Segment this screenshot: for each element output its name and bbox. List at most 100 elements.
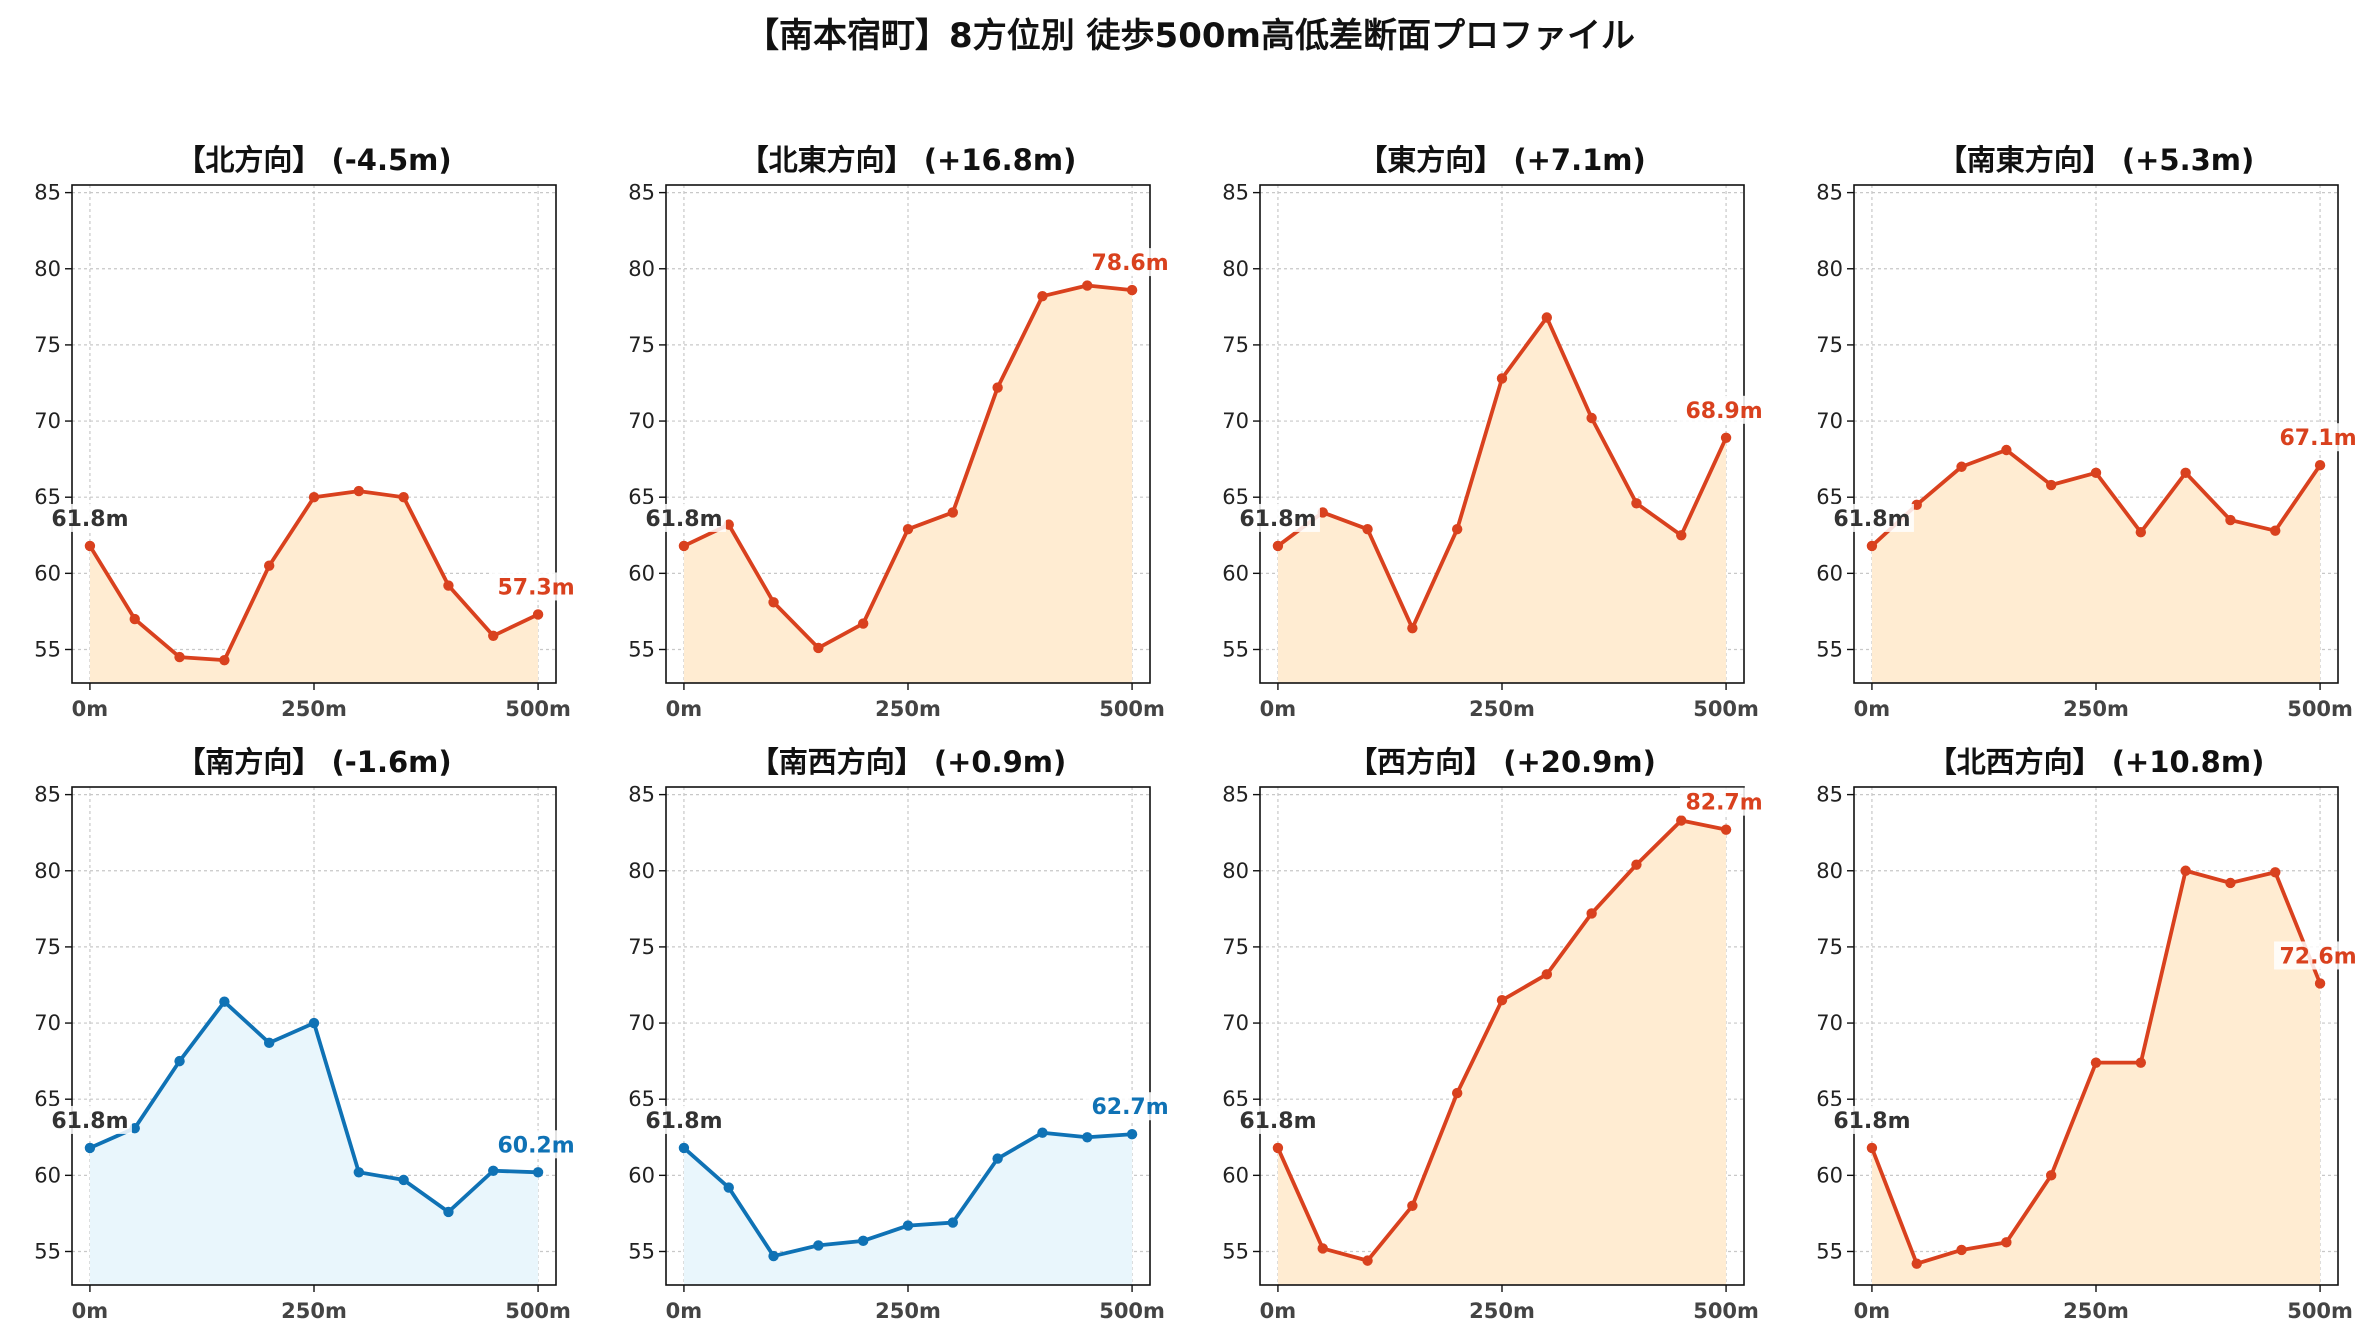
panel-title: 【西方向】 (+20.9m)	[1348, 745, 1656, 779]
y-tick-label: 80	[1222, 257, 1249, 281]
x-tick-label: 500m	[2287, 1299, 2353, 1323]
area-fill	[683, 285, 1133, 683]
data-point	[488, 630, 499, 641]
data-point	[723, 519, 734, 530]
data-point	[2135, 1057, 2147, 1068]
x-tick-label: 0m	[666, 697, 703, 721]
end-label: 57.3m	[497, 575, 574, 600]
start-label-bg	[1829, 1105, 1914, 1134]
data-point	[1362, 523, 1373, 535]
y-tick-label: 70	[628, 1011, 655, 1035]
data-point	[1451, 1087, 1463, 1099]
end-label: 68.9m	[1685, 399, 1762, 424]
y-tick-label: 80	[628, 859, 655, 883]
data-point	[2225, 877, 2236, 889]
y-tick-label: 55	[1222, 637, 1249, 661]
start-label-bg	[47, 503, 132, 532]
start-label: 61.8m	[645, 1109, 722, 1134]
x-tick-label: 250m	[281, 1299, 347, 1323]
y-tick-label: 55	[1816, 1239, 1843, 1263]
data-point	[1037, 290, 1048, 302]
data-point	[443, 580, 454, 591]
data-point	[1496, 373, 1508, 384]
y-tick-label: 85	[1816, 783, 1843, 807]
area-fill	[683, 1132, 1133, 1285]
data-point	[2314, 460, 2326, 471]
y-tick-label: 80	[1816, 257, 1843, 281]
x-tick-label: 500m	[1099, 1299, 1165, 1323]
data-point	[902, 523, 914, 535]
data-point	[1676, 530, 1687, 541]
y-tick-label: 85	[1222, 181, 1249, 205]
data-point	[947, 1217, 959, 1228]
y-tick-label: 60	[34, 561, 61, 585]
data-point	[723, 1182, 734, 1193]
y-tick-label: 70	[1222, 1011, 1249, 1035]
data-point	[1676, 815, 1687, 826]
data-point	[678, 1142, 690, 1154]
y-tick-label: 55	[1816, 637, 1843, 661]
x-tick-label: 250m	[281, 697, 347, 721]
y-tick-label: 75	[1816, 935, 1843, 959]
end-label: 72.6m	[2279, 944, 2356, 969]
data-point	[1911, 1258, 1922, 1269]
data-point	[1956, 1244, 1967, 1256]
y-tick-label: 85	[34, 783, 61, 807]
y-tick-label: 70	[1816, 409, 1843, 433]
data-point	[219, 654, 230, 666]
data-point	[1866, 540, 1878, 552]
y-tick-label: 80	[628, 257, 655, 281]
panel-title: 【北西方向】 (+10.8m)	[1927, 745, 2265, 779]
data-point	[2045, 1170, 2057, 1181]
data-point	[84, 540, 96, 552]
data-point	[353, 485, 365, 497]
data-point	[992, 1153, 1003, 1164]
panel-title: 【南東方向】 (+5.3m)	[1937, 143, 2255, 177]
y-tick-label: 75	[1222, 333, 1249, 357]
x-tick-label: 0m	[666, 1299, 703, 1323]
end-label: 78.6m	[1091, 251, 1168, 276]
data-point	[947, 507, 959, 518]
panel-title: 【東方向】 (+7.1m)	[1358, 143, 1646, 177]
data-point	[768, 1250, 779, 1262]
data-point	[1866, 1142, 1878, 1154]
panel-title: 【北方向】 (-4.5m)	[176, 143, 452, 177]
data-point	[1407, 1200, 1418, 1212]
start-label: 61.8m	[51, 507, 128, 532]
data-point	[1126, 1129, 1138, 1140]
x-tick-label: 250m	[875, 697, 941, 721]
y-tick-label: 85	[628, 783, 655, 807]
y-tick-label: 55	[34, 1239, 61, 1263]
y-tick-label: 70	[1222, 409, 1249, 433]
data-point	[532, 609, 544, 620]
data-point	[1911, 499, 1922, 511]
y-tick-label: 80	[34, 257, 61, 281]
x-tick-label: 0m	[72, 697, 109, 721]
data-point	[1631, 498, 1642, 509]
end-label-bg	[1680, 395, 1769, 424]
area-fill	[1871, 449, 2321, 683]
end-label-bg	[1086, 248, 1175, 277]
data-point	[1407, 622, 1418, 634]
y-tick-label: 85	[1816, 181, 1843, 205]
y-tick-label: 85	[34, 181, 61, 205]
data-point	[678, 540, 690, 552]
data-point	[2314, 978, 2326, 989]
y-tick-label: 75	[1222, 935, 1249, 959]
data-point	[2180, 865, 2191, 876]
data-point	[1586, 908, 1597, 919]
data-point	[1496, 995, 1508, 1006]
x-tick-label: 0m	[1260, 1299, 1297, 1323]
data-point	[1317, 507, 1328, 518]
y-tick-label: 60	[1222, 1163, 1249, 1187]
data-point	[2001, 444, 2012, 456]
x-tick-label: 500m	[1099, 697, 1165, 721]
